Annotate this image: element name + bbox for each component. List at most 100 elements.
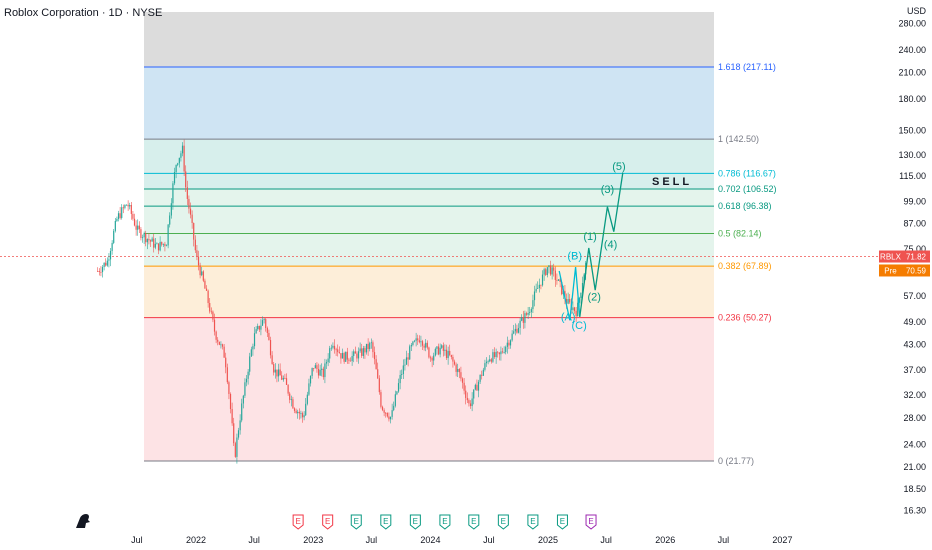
candle-body — [261, 320, 264, 326]
earnings-marker-shape — [322, 514, 334, 530]
earnings-marker[interactable]: E — [527, 514, 539, 530]
x-tick-label: 2023 — [303, 535, 323, 545]
candle-body — [285, 378, 288, 385]
earnings-marker-label: E — [501, 517, 506, 526]
candle-body — [201, 271, 203, 276]
candle-body — [481, 374, 483, 376]
candle-body — [109, 250, 112, 260]
candle-body — [105, 262, 107, 266]
candle-body — [361, 348, 363, 356]
candle-body — [237, 430, 240, 438]
candle-body — [583, 274, 585, 283]
candle-body — [210, 311, 212, 313]
candle-body — [228, 382, 230, 394]
earnings-marker[interactable]: E — [292, 514, 304, 530]
candle-body — [551, 267, 553, 275]
candle-body — [393, 405, 395, 411]
earnings-marker[interactable]: E — [380, 514, 392, 530]
candle-body — [146, 239, 148, 243]
candle-body — [338, 352, 340, 354]
candle-body — [309, 375, 312, 384]
candle-body — [255, 329, 257, 334]
x-tick-label: Jul — [131, 535, 143, 545]
candle-body — [260, 325, 262, 330]
candle-body — [241, 403, 243, 421]
earnings-marker[interactable]: E — [409, 514, 421, 530]
earnings-marker[interactable]: E — [439, 514, 451, 530]
earnings-marker[interactable]: E — [468, 514, 480, 530]
candle-body — [362, 348, 364, 356]
candle-body — [218, 341, 220, 345]
candle-body — [540, 284, 542, 286]
fib-label-0.702: 0.702 (106.52) — [718, 184, 777, 194]
candle-body — [257, 325, 259, 330]
y-tick-label: 150.00 — [898, 125, 926, 135]
earnings-marker[interactable]: E — [497, 514, 509, 530]
candle-body — [117, 213, 120, 219]
candle-body — [325, 362, 328, 364]
candle-body — [415, 338, 417, 341]
candle-body — [527, 312, 529, 315]
candle-body — [308, 383, 310, 395]
candle-body — [121, 207, 123, 218]
earnings-marker-label: E — [325, 517, 330, 526]
price-badge-pre[interactable]: Pre 70.59 — [879, 264, 930, 277]
earnings-marker[interactable]: E — [556, 514, 568, 530]
earnings-marker-label: E — [560, 517, 565, 526]
candle-body — [549, 265, 552, 275]
candle-body — [137, 225, 139, 230]
candle-body — [341, 353, 344, 359]
candle-body — [545, 269, 547, 276]
candle-body — [458, 369, 460, 373]
candle-body — [452, 356, 454, 362]
candle-body — [247, 371, 249, 379]
candle-body — [252, 346, 254, 350]
price-badge-rblx[interactable]: RBLX 71.82 — [879, 250, 930, 263]
candle-body — [167, 224, 169, 246]
candle-body — [335, 349, 337, 351]
candle-body — [189, 208, 192, 215]
candle-body — [188, 198, 190, 209]
candle-body — [517, 327, 520, 333]
earnings-marker[interactable]: E — [350, 514, 362, 530]
candle-body — [316, 365, 318, 369]
badge-value-bg — [902, 250, 930, 263]
fib-zone-teal — [144, 139, 714, 189]
candle-body — [533, 291, 536, 301]
candle-body — [332, 345, 334, 348]
candle-body — [425, 342, 427, 348]
y-tick-label: 210.00 — [898, 68, 926, 78]
candle-body — [367, 343, 369, 350]
candle-body — [461, 378, 464, 383]
candle-body — [385, 412, 387, 414]
candle-body — [233, 423, 235, 444]
candle-body — [154, 243, 156, 248]
earnings-marker[interactable]: E — [585, 514, 597, 530]
candle-body — [468, 400, 470, 404]
candle-body — [116, 218, 118, 221]
y-tick-label: 28.00 — [903, 413, 926, 423]
badge-value: 70.59 — [906, 266, 927, 275]
candle-body — [306, 394, 308, 404]
candle-body — [410, 344, 412, 347]
earnings-marker[interactable]: E — [322, 514, 334, 530]
candle-body — [378, 378, 380, 393]
candle-body — [239, 420, 241, 431]
candle-body — [194, 239, 196, 251]
earnings-marker-label: E — [442, 517, 447, 526]
candle-body — [273, 364, 275, 373]
candle-body — [231, 408, 233, 424]
tradingview-logo-icon[interactable] — [76, 514, 90, 528]
candle-body — [149, 240, 152, 242]
earnings-marker-label: E — [383, 517, 388, 526]
wave-label-1: (1) — [583, 231, 596, 243]
candle-body — [159, 241, 161, 251]
candle-body — [391, 410, 393, 417]
candle-body — [225, 357, 227, 368]
candle-body — [364, 348, 366, 353]
candle-body — [101, 266, 104, 273]
candle-body — [348, 359, 350, 361]
